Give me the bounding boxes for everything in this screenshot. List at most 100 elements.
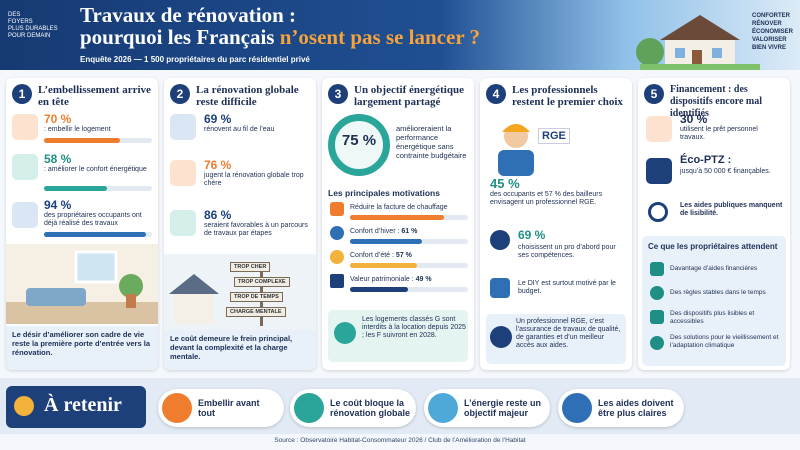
value-word: CONFORTER	[752, 13, 790, 19]
stat-text: Les aides publiques manquent de lisibili…	[680, 202, 783, 217]
motivation-value: 49 %	[415, 276, 432, 283]
summary-text: Le coût bloque la rénovation globale	[330, 398, 411, 418]
icon	[330, 226, 344, 240]
icon	[330, 202, 344, 216]
stat-label: 30 %	[680, 112, 708, 126]
motivation-label: Confort d’été :	[350, 252, 394, 259]
tag-line: FOYERS	[8, 19, 33, 25]
sign: TROP COMPLEXE	[234, 277, 290, 287]
bar	[44, 138, 120, 143]
icon	[562, 393, 592, 423]
icon	[490, 326, 512, 348]
ring	[328, 114, 390, 176]
card: 5 Financement : des dispositifs encore m…	[638, 78, 790, 370]
tagline: DES FOYERS PLUS DURABLES POUR DEMAIN	[8, 12, 58, 40]
card-title: La rénovation globale reste difficile	[196, 84, 299, 108]
worker-illustration	[498, 124, 534, 176]
title-line: pourquoi les Français n’osent pas se lan…	[80, 26, 480, 48]
badge: RGE	[538, 128, 570, 144]
motivation-text: Confort d’été : 57 %	[350, 252, 412, 260]
icon	[170, 210, 196, 236]
card-number: 4	[486, 84, 506, 104]
icon	[294, 393, 324, 423]
icon	[490, 230, 510, 250]
stat-text: jusqu’à 50 000 € finançables.	[680, 168, 771, 175]
tag-line: POUR DEMAIN	[8, 33, 51, 39]
header: DES FOYERS PLUS DURABLES POUR DEMAIN Tra…	[0, 0, 800, 70]
summary-text: L’énergie reste un objectif majeur	[464, 398, 542, 418]
stat-label: 58 %	[44, 152, 72, 166]
card-title: L’embellissement arrive en tête	[38, 84, 151, 108]
bar	[350, 287, 408, 292]
bar-track	[350, 287, 468, 292]
icon	[650, 310, 664, 324]
bar-track	[350, 263, 468, 268]
summary-item: L’énergie reste un objectif majeur	[424, 389, 550, 427]
expectation: Des dispositifs plus lisibles et accessi…	[670, 310, 755, 325]
motivation-text: Confort d’hiver : 61 %	[350, 228, 417, 236]
room-illustration	[6, 244, 158, 324]
stat-label: 69 %	[518, 228, 546, 242]
card-number: 5	[644, 84, 664, 104]
source: Source : Observatoire Habitat-Consommate…	[274, 437, 526, 444]
icon	[650, 336, 664, 350]
stat-label: 86 %	[204, 208, 232, 222]
icon	[646, 116, 672, 142]
icon	[648, 202, 668, 222]
motivation-label: Confort d’hiver :	[350, 228, 400, 235]
tag-line: DES	[8, 12, 21, 18]
icon	[12, 114, 38, 140]
expectations-title: Ce que les propriétaires attendent	[648, 242, 778, 251]
motivations-title: Les principales motivations	[328, 188, 440, 198]
caption: Le coût demeure le frein principal, deva…	[164, 330, 316, 370]
sign: TROP CHER	[230, 262, 271, 272]
big-stat: 75 %	[341, 132, 377, 149]
summary-item: Le coût bloque la rénovation globale	[290, 389, 416, 427]
stat-text: : améliorer le confort énergétique	[44, 166, 147, 173]
card-number: 3	[328, 84, 348, 104]
note-text: Les logements classés G sont interdits à…	[362, 316, 466, 339]
motivation-text: Valeur patrimoniale : 49 %	[350, 276, 432, 284]
card-title: Financement : des dispositifs encore mal…	[670, 84, 763, 119]
value-word: BIEN VIVRE	[752, 45, 787, 51]
motivation-text: Réduire la facture de chauffage	[350, 204, 448, 211]
bar	[350, 215, 445, 220]
summary-item: Embellir avant tout	[158, 389, 284, 427]
card-title: Un objectif énergétique largement partag…	[354, 84, 464, 108]
bar-track	[350, 239, 468, 244]
card: 4 Les professionnels restent le premier …	[480, 78, 632, 370]
tag-line: PLUS DURABLES	[8, 26, 58, 32]
motivation-value: 61 %	[401, 228, 418, 235]
summary-title: À retenir	[44, 394, 122, 416]
bar-track	[44, 232, 152, 237]
stat-text: seraient favorables à un parcours de tra…	[204, 222, 308, 237]
icon	[428, 393, 458, 423]
icon	[170, 160, 196, 186]
icon	[490, 278, 510, 298]
card: 2 La rénovation globale reste difficile …	[164, 78, 316, 370]
summary-text: Embellir avant tout	[198, 398, 260, 418]
stat-label: 70 %	[44, 112, 72, 126]
value-word: RÉNOVER	[752, 21, 782, 27]
sign: TROP DE TEMPS	[230, 292, 283, 302]
bar-track	[44, 186, 152, 191]
title-part: pourquoi les Français	[80, 25, 275, 49]
expectations-box	[642, 236, 786, 366]
summary-item: Les aides doivent être plus claires	[558, 389, 684, 427]
summary-text: Les aides doivent être plus claires	[598, 398, 674, 418]
sign: CHARGE MENTALE	[226, 307, 286, 317]
title-line: Travaux de rénovation :	[80, 3, 297, 27]
icon	[170, 114, 196, 140]
bar	[44, 186, 107, 191]
card: 1 L’embellissement arrive en tête 70 % :…	[6, 78, 158, 370]
stat-label: 69 %	[204, 112, 232, 126]
stat-text: des propriétaires occupants ont déjà réa…	[44, 212, 142, 227]
stat-text: rénovent au fil de l’eau	[204, 126, 275, 133]
card-number: 2	[170, 84, 190, 104]
value-word: ÉCONOMISER	[752, 29, 794, 35]
expectation: Davantage d’aides financières	[670, 265, 758, 272]
stat-text: des occupants et 57 % des bailleurs envi…	[490, 191, 603, 206]
big-stat-text: amélioreraient la performance énergétiqu…	[396, 124, 467, 160]
bar	[350, 263, 418, 268]
